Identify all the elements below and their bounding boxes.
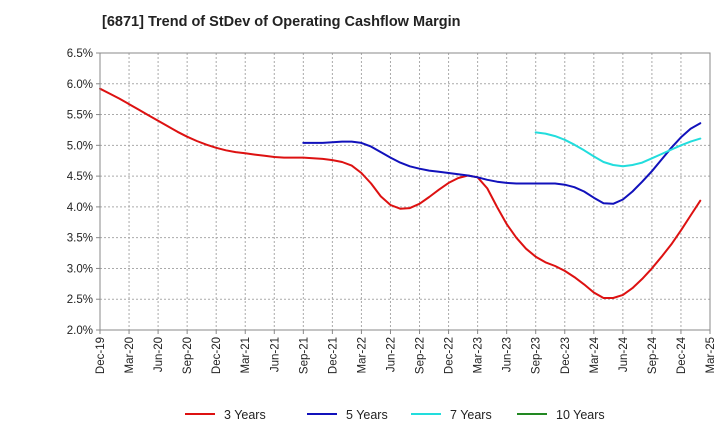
x-tick-label: Mar-25 bbox=[705, 337, 717, 373]
x-tick-label: Sep-24 bbox=[647, 336, 659, 374]
y-tick-label: 4.0% bbox=[67, 202, 93, 214]
x-tick-label: Sep-21 bbox=[298, 337, 310, 374]
grid-lines bbox=[100, 53, 710, 330]
x-axis-ticks: Dec-19 Mar-20 Jun-20 Sep-20 Dec-20 Mar-21 Jun-… bbox=[95, 330, 717, 374]
x-tick-label: Dec-24 bbox=[676, 336, 688, 374]
y-tick-label: 3.0% bbox=[67, 263, 93, 275]
x-tick-label: Dec-21 bbox=[327, 337, 339, 374]
y-tick-label: 6.0% bbox=[67, 79, 93, 91]
series-lines bbox=[99, 87, 702, 299]
chart-title: [6871] Trend of StDev of Operating Cashf… bbox=[102, 14, 461, 30]
legend-label: 5 Years bbox=[346, 408, 388, 422]
x-tick-label: Jun-24 bbox=[618, 336, 630, 372]
x-tick-label: Sep-22 bbox=[415, 337, 427, 374]
x-tick-label: Jun-20 bbox=[153, 337, 165, 372]
x-tick-label: Mar-20 bbox=[124, 337, 136, 373]
y-axis-ticks: 2.0% 2.5% 3.0% 3.5% 4.0% 4.5% 5.0% 5.5% 6.0% 6.5% bbox=[67, 48, 100, 337]
legend-label: 3 Years bbox=[224, 408, 266, 422]
y-tick-label: 3.5% bbox=[67, 233, 93, 245]
y-tick-label: 2.0% bbox=[67, 325, 93, 337]
plot-area bbox=[100, 53, 710, 330]
x-tick-label: Sep-20 bbox=[182, 337, 194, 374]
plot-border bbox=[99, 52, 711, 331]
x-tick-label: Mar-21 bbox=[240, 337, 252, 373]
x-tick-label: Jun-22 bbox=[385, 337, 397, 372]
x-tick-label: Mar-24 bbox=[589, 336, 601, 373]
x-tick-label: Dec-23 bbox=[560, 337, 572, 374]
x-tick-label: Mar-22 bbox=[356, 337, 368, 373]
x-tick-label: Jun-21 bbox=[269, 337, 281, 372]
y-tick-label: 2.5% bbox=[67, 294, 93, 306]
series-line bbox=[534, 131, 702, 168]
series-line bbox=[302, 122, 702, 205]
legend-label: 10 Years bbox=[556, 408, 605, 422]
y-tick-label: 5.5% bbox=[67, 110, 93, 122]
y-tick-label: 6.5% bbox=[67, 48, 93, 60]
x-tick-label: Dec-22 bbox=[444, 337, 456, 374]
y-tick-label: 4.5% bbox=[67, 171, 93, 183]
x-tick-label: Jun-23 bbox=[502, 337, 514, 372]
y-tick-label: 5.0% bbox=[67, 140, 93, 152]
x-tick-label: Dec-19 bbox=[95, 337, 107, 374]
legend-label: 7 Years bbox=[450, 408, 492, 422]
legend: 3 Years 5 Years 7 Years 10 Years bbox=[185, 408, 605, 422]
x-tick-label: Sep-23 bbox=[531, 337, 543, 374]
series-line bbox=[99, 87, 702, 299]
x-tick-label: Dec-20 bbox=[211, 337, 223, 374]
x-tick-label: Mar-23 bbox=[473, 337, 485, 373]
